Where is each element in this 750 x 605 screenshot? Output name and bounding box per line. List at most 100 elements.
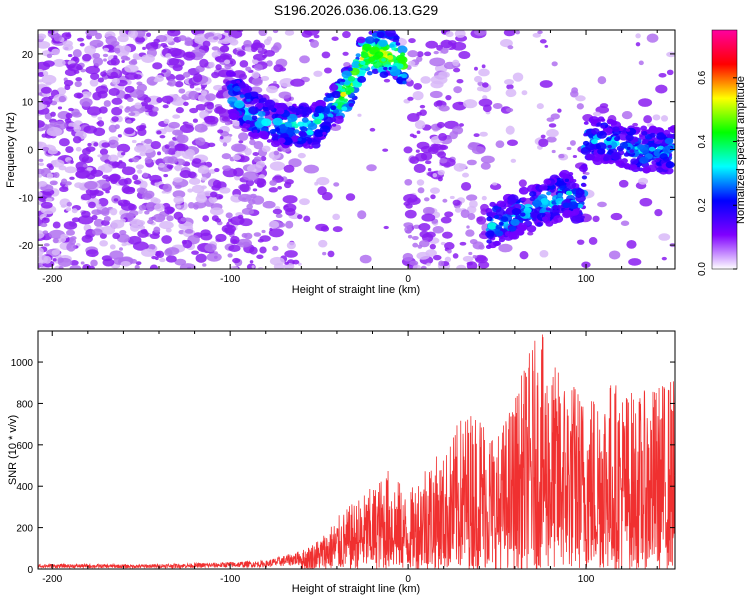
- heatmap-cell: [466, 194, 478, 202]
- heatmap-cell: [576, 239, 585, 245]
- heatmap-cell: [626, 239, 637, 249]
- heatmap-cell: [546, 136, 557, 143]
- heatmap-cell: [249, 246, 258, 255]
- heatmap-cell: [208, 195, 218, 204]
- heatmap-ridge-cell: [288, 105, 296, 112]
- heatmap-cell: [172, 64, 183, 72]
- heatmap-cell: [253, 141, 264, 150]
- heatmap-cell: [118, 202, 123, 206]
- heatmap-cell: [195, 103, 207, 111]
- heatmap-cell: [215, 64, 222, 71]
- heatmap-cell: [188, 90, 199, 101]
- heatmap-cell: [321, 51, 331, 59]
- heatmap-cell: [81, 91, 92, 99]
- heatmap-ridge-cell: [229, 71, 237, 77]
- heatmap-cell: [53, 33, 62, 42]
- heatmap-ridge-cell: [545, 207, 551, 211]
- snr-y-axis-label: SNR (10 * v/v): [7, 415, 19, 485]
- heatmap-cell: [402, 252, 414, 262]
- heatmap-cell: [85, 146, 96, 152]
- heatmap-cell: [407, 96, 414, 101]
- heatmap-cell: [64, 166, 77, 174]
- heatmap-cell: [82, 163, 88, 168]
- heatmap-cell: [466, 159, 477, 166]
- heatmap-ridge-cell: [400, 73, 408, 79]
- heatmap-cell: [420, 265, 427, 269]
- heatmap-ridge-cell: [274, 127, 281, 132]
- heatmap-ridge-cell: [261, 118, 272, 127]
- heatmap-ridge-cell: [664, 137, 674, 145]
- heatmap-cell: [49, 180, 58, 186]
- heatmap-cell: [468, 251, 473, 256]
- heatmap-cell: [112, 232, 121, 240]
- heatmap-cell: [465, 229, 475, 237]
- heatmap-cell: [661, 256, 667, 261]
- heatmap-cell: [93, 142, 99, 147]
- heatmap-cell: [117, 134, 122, 138]
- heatmap-cell: [136, 187, 146, 194]
- heatmap-ridge-cell: [371, 68, 379, 74]
- heatmap-cell: [159, 135, 166, 139]
- heatmap-cell: [72, 49, 82, 58]
- heatmap-ridge-cell: [345, 90, 352, 95]
- heatmap-cell: [159, 220, 174, 230]
- heatmap-ridge-cell: [362, 43, 372, 51]
- heatmap-cell: [156, 130, 162, 135]
- heatmap-cell: [499, 39, 513, 48]
- heatmap-cell: [138, 204, 147, 211]
- heatmap-ridge-cell: [536, 222, 543, 227]
- heatmap-cell: [546, 129, 559, 138]
- heatmap-ridge-cell: [487, 230, 495, 237]
- heatmap-ridge-cell: [246, 98, 251, 102]
- snr-frame: [37, 330, 676, 570]
- heatmap-cell: [137, 229, 149, 238]
- heatmap-cell: [476, 216, 483, 222]
- heatmap-cell: [66, 242, 76, 252]
- heatmap-cell: [442, 198, 448, 203]
- heatmap-cell: [121, 59, 125, 63]
- heatmap-cell: [134, 264, 140, 269]
- heatmap-ridge-cell: [325, 93, 333, 99]
- heatmap-cell: [179, 169, 192, 179]
- heatmap-cell: [78, 153, 90, 163]
- heatmap-cell: [89, 78, 99, 87]
- heatmap-cell: [103, 58, 107, 62]
- heatmap-ridge-cell: [648, 126, 658, 134]
- heatmap-ridge-cell: [496, 200, 506, 208]
- heatmap-cell: [219, 45, 230, 53]
- heatmap-ridge-cell: [244, 92, 253, 99]
- heatmap-x-tick-label: -200: [42, 274, 62, 285]
- heatmap-ridge-cell: [239, 94, 245, 99]
- heatmap-ridge-cell: [654, 158, 660, 163]
- heatmap-cell: [111, 106, 123, 116]
- heatmap-cell: [444, 256, 452, 263]
- heatmap-cell: [404, 225, 413, 234]
- heatmap-frame: [37, 29, 676, 270]
- heatmap-cell: [119, 247, 123, 251]
- heatmap-cell: [285, 101, 293, 107]
- heatmap-cell: [144, 210, 150, 215]
- heatmap-cell: [206, 252, 222, 262]
- colorbar-tick-label: 0.6: [697, 70, 708, 84]
- heatmap-ridge-cell: [251, 132, 261, 140]
- heatmap-cell: [132, 53, 140, 60]
- heatmap-ridge-cell: [313, 112, 320, 117]
- heatmap-cell: [130, 223, 140, 232]
- heatmap-cell: [46, 163, 53, 168]
- heatmap-cell: [301, 30, 313, 38]
- heatmap-cell: [442, 231, 453, 239]
- heatmap-cell: [544, 44, 549, 48]
- heatmap-ridge-cell: [329, 83, 339, 91]
- heatmap-cell: [103, 215, 111, 222]
- heatmap-ridge-cell: [625, 128, 631, 132]
- heatmap-cell: [454, 207, 462, 213]
- heatmap-ridge-cell: [583, 132, 588, 137]
- heatmap-ridge-cell: [359, 60, 366, 66]
- heatmap-ridge-cell: [626, 146, 631, 150]
- heatmap-cell: [285, 220, 294, 229]
- heatmap-cell: [166, 72, 171, 77]
- snr-x-tick-label: 0: [405, 574, 411, 585]
- heatmap-cell: [646, 33, 659, 43]
- heatmap-cell: [438, 260, 445, 267]
- heatmap-cell: [436, 100, 443, 107]
